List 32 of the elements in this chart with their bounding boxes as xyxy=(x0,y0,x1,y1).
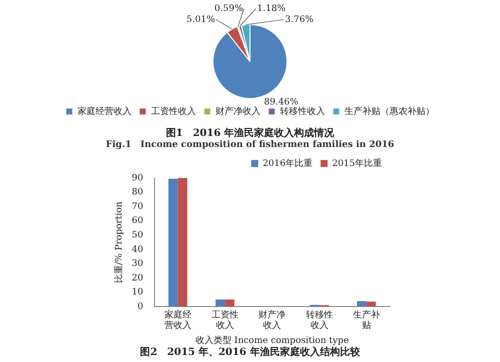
x-tick-label: 工资性收入 xyxy=(211,309,238,332)
y-axis-title: 比重/% Proportion xyxy=(114,201,125,284)
y-tick-label: 0 xyxy=(138,302,144,312)
x-tick-label: 财产净收入 xyxy=(258,309,286,332)
legend-label: 家庭经营收入 xyxy=(77,106,132,117)
x-axis-title: 收入类型 Income composition type xyxy=(195,334,349,346)
y-tick-label: 80 xyxy=(132,188,144,198)
data-label: 89.46% xyxy=(264,98,299,108)
text: 图2 2015 年、2016 年渔民家庭收入结构比较 xyxy=(139,347,361,359)
data-label: 0.59% xyxy=(214,4,244,14)
y-tick-label: 30 xyxy=(132,259,144,270)
text: 图1 2016 年渔民家庭收入构成情况 xyxy=(164,128,336,140)
y-tick-label: 90 xyxy=(132,173,144,184)
legend-label: 转移性收入 xyxy=(280,106,325,117)
text: Fig.1 Income composition of fishermen families in 2016 xyxy=(104,140,396,151)
y-tick-label: 20 xyxy=(132,273,144,284)
data-label: 5.01% xyxy=(186,14,216,25)
x-tick-label: 转移性收入 xyxy=(306,309,333,332)
x-tick-label: 生产补贴 xyxy=(352,309,380,332)
x-tick-label: 家庭经营收入 xyxy=(164,309,192,332)
data-label: 3.76% xyxy=(285,14,314,25)
y-tick-label: 40 xyxy=(132,244,144,255)
legend-label: 工资性收入 xyxy=(150,106,196,117)
y-tick-label: 70 xyxy=(132,202,144,212)
legend-label: 2015年比重 xyxy=(332,158,382,169)
legend-label: 2016年比重 xyxy=(262,158,313,169)
legend-label: 生产补贴（惠农补贴） xyxy=(344,106,434,117)
y-tick-label: 50 xyxy=(132,230,144,240)
data-label: 1.18% xyxy=(257,4,286,14)
y-tick-label: 10 xyxy=(132,288,144,298)
legend-label: 财产净收入 xyxy=(215,106,260,117)
y-tick-label: 60 xyxy=(132,216,144,226)
